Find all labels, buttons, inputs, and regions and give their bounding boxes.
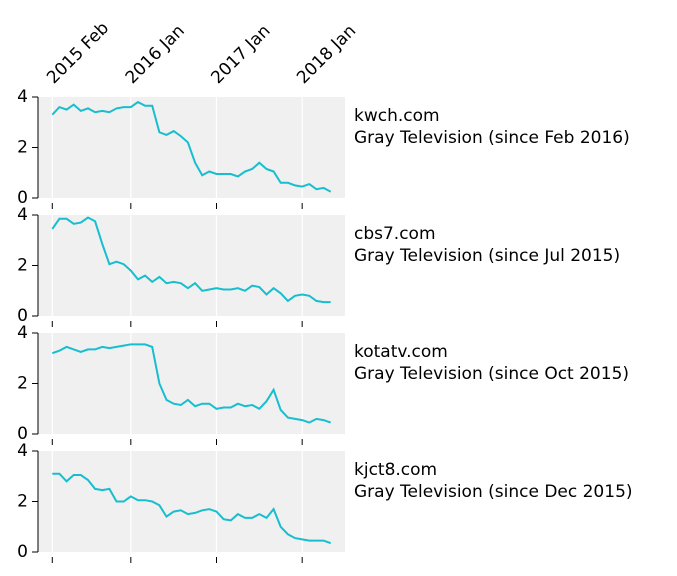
panel-subtitle: Gray Television (since Oct 2015) (354, 364, 629, 384)
y-tick-label: 2 (17, 492, 28, 512)
y-tick-label: 0 (17, 424, 28, 444)
y-tick-label: 4 (17, 441, 28, 461)
panel-title: kotatv.com (354, 342, 448, 362)
y-tick-label: 0 (17, 306, 28, 326)
panel-subtitle: Gray Television (since Jul 2015) (354, 246, 620, 266)
x-tick-label: 2015 Feb (43, 18, 113, 88)
x-tick-label: 2016 Jan (122, 21, 189, 88)
plot-background (38, 451, 345, 552)
plot-background (38, 97, 345, 198)
y-tick-label: 4 (17, 323, 28, 343)
y-tick-label: 4 (17, 87, 28, 107)
y-tick-label: 2 (17, 374, 28, 394)
y-tick-label: 4 (17, 205, 28, 225)
y-tick-label: 0 (17, 188, 28, 208)
data-line (51, 216, 331, 304)
y-tick-label: 2 (17, 256, 28, 276)
panel-title: cbs7.com (354, 224, 436, 244)
x-tick-label: 2017 Jan (207, 21, 274, 88)
panel-subtitle: Gray Television (since Feb 2016) (354, 128, 630, 148)
y-tick-label: 0 (17, 542, 28, 562)
x-tick-label: 2018 Jan (293, 21, 360, 88)
panel-title: kjct8.com (354, 460, 437, 480)
data-line (51, 100, 332, 193)
data-line (51, 343, 332, 424)
panel-subtitle: Gray Television (since Dec 2015) (354, 482, 633, 502)
y-tick-label: 2 (17, 138, 28, 158)
data-line (52, 472, 332, 545)
plot-background (38, 215, 345, 316)
panel-title: kwch.com (354, 106, 440, 126)
